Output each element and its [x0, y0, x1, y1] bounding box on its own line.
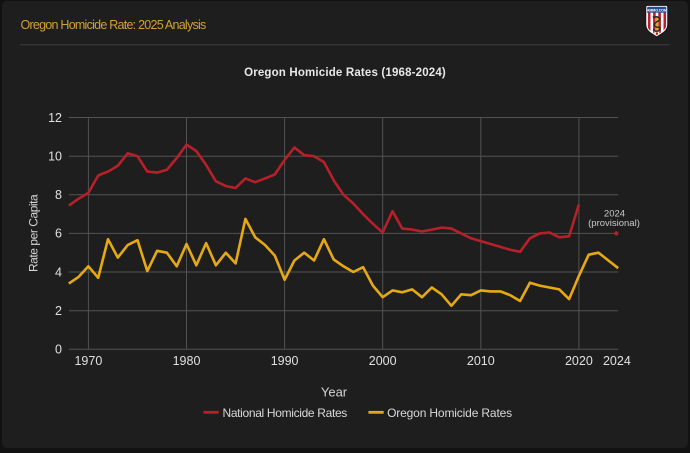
svg-text:4: 4: [55, 265, 62, 279]
svg-text:8: 8: [55, 188, 62, 202]
svg-text:AMMO.COM: AMMO.COM: [647, 8, 667, 12]
svg-text:2024: 2024: [604, 208, 625, 219]
svg-text:0: 0: [55, 343, 62, 357]
svg-text:2020: 2020: [565, 354, 593, 368]
svg-text:1980: 1980: [173, 354, 201, 368]
svg-text:Rate per Capita: Rate per Capita: [26, 194, 40, 272]
svg-text:2010: 2010: [467, 354, 495, 368]
svg-text:Year: Year: [321, 385, 348, 400]
svg-text:10: 10: [48, 150, 62, 164]
svg-text:1970: 1970: [74, 354, 102, 368]
svg-text:2: 2: [55, 304, 62, 318]
svg-text:6: 6: [55, 227, 62, 241]
svg-text:Oregon Homicide Rates: Oregon Homicide Rates: [387, 406, 512, 420]
svg-text:Oregon Homicide Rate: 2025 Ana: Oregon Homicide Rate: 2025 Analysis: [21, 18, 206, 32]
svg-text:2000: 2000: [369, 354, 397, 368]
svg-text:Oregon Homicide Rates (1968-20: Oregon Homicide Rates (1968-2024): [244, 67, 446, 79]
svg-text:National Homicide Rates: National Homicide Rates: [223, 406, 348, 420]
svg-text:12: 12: [48, 111, 62, 125]
svg-text:(provisional): (provisional): [588, 218, 640, 229]
svg-text:2024: 2024: [603, 354, 631, 368]
svg-text:1990: 1990: [271, 354, 299, 368]
